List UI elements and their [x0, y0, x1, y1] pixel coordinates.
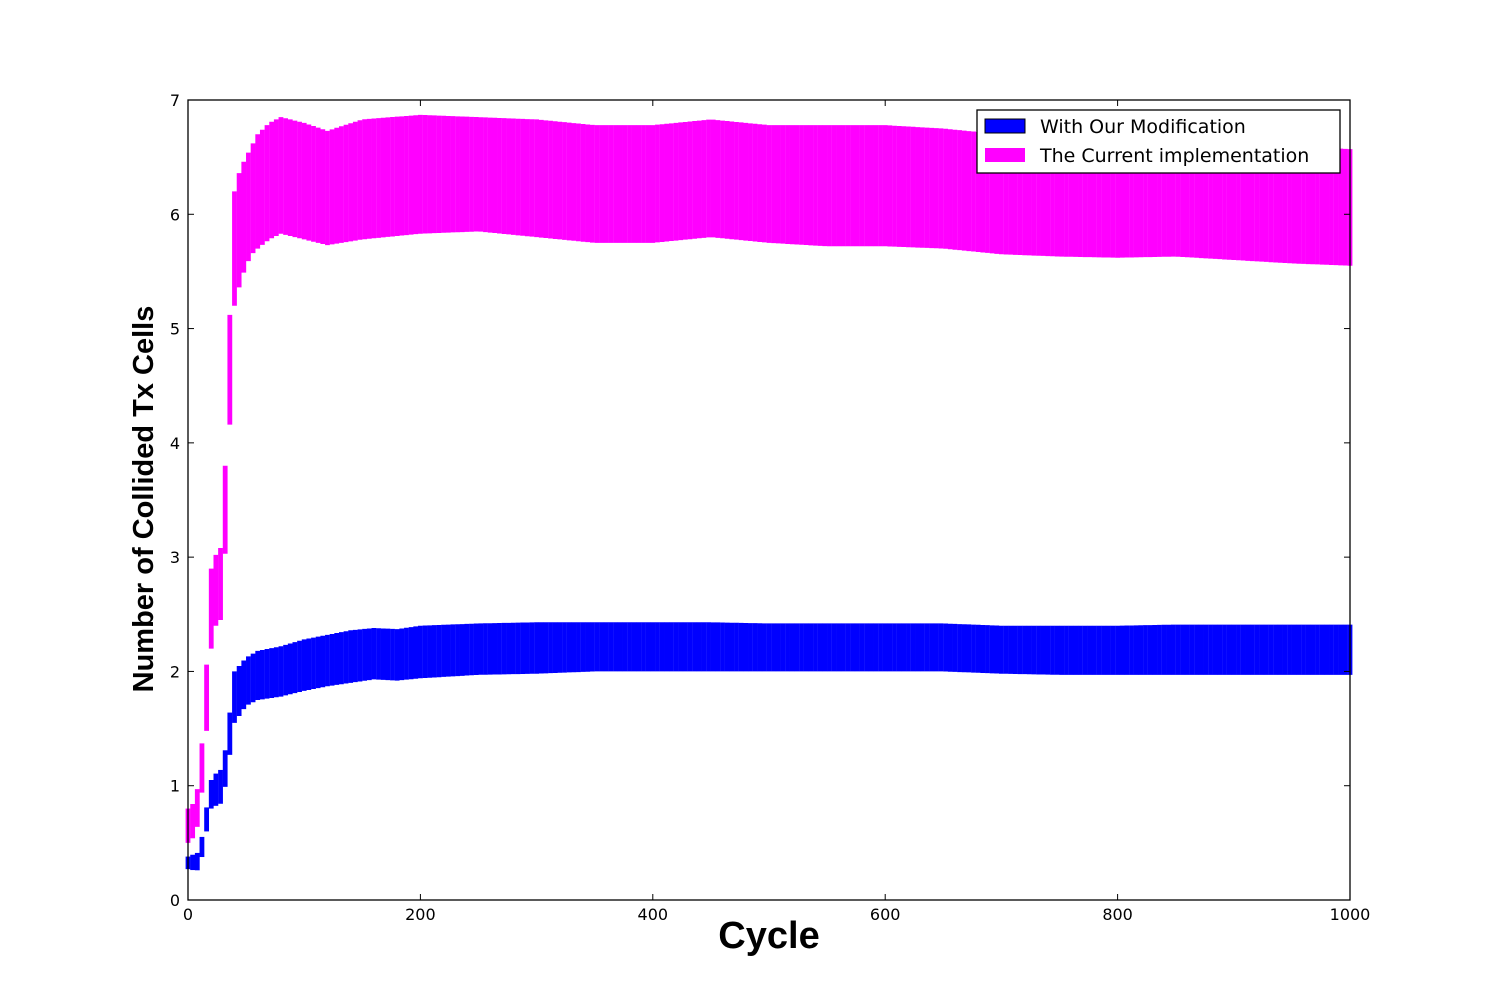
legend-frame — [976, 109, 1341, 174]
x-tick-label: 0 — [183, 905, 193, 924]
y-tick-label: 7 — [170, 91, 180, 110]
x-axis-label: Cycle — [718, 915, 819, 957]
y-tick-label: 5 — [170, 320, 180, 339]
y-tick-label: 2 — [170, 662, 180, 681]
error-bars-layer — [185, 114, 1353, 871]
x-tick-label: 400 — [638, 905, 669, 924]
y-tick-label: 6 — [170, 205, 180, 224]
axis-ticks: 0 200 400 600 800 1000 0 1 2 3 4 5 6 7 — [170, 91, 1371, 924]
legend: With Our Modification The Current implem… — [976, 109, 1341, 174]
legend-swatch-the-current-implementation — [985, 148, 1025, 162]
x-tick-label: 800 — [1102, 905, 1133, 924]
series-1-error-bars — [185, 114, 1353, 843]
y-tick-label: 1 — [170, 777, 180, 796]
y-axis-label: Number of Collided Tx Cells — [128, 306, 160, 693]
plot-frame — [187, 99, 1351, 901]
x-tick-label: 1000 — [1330, 905, 1371, 924]
y-tick-label: 0 — [170, 891, 180, 910]
x-tick-label: 200 — [405, 905, 436, 924]
series-0-error-bars — [185, 622, 1353, 871]
y-tick-label: 4 — [170, 434, 180, 453]
y-tick-label: 3 — [170, 548, 180, 567]
x-tick-label: 600 — [870, 905, 901, 924]
legend-label-the-current-implementation: The Current implementation — [1039, 145, 1309, 167]
legend-swatch-with-our-modification — [984, 118, 1026, 134]
legend-label-with-our-modification: With Our Modification — [1040, 116, 1246, 138]
